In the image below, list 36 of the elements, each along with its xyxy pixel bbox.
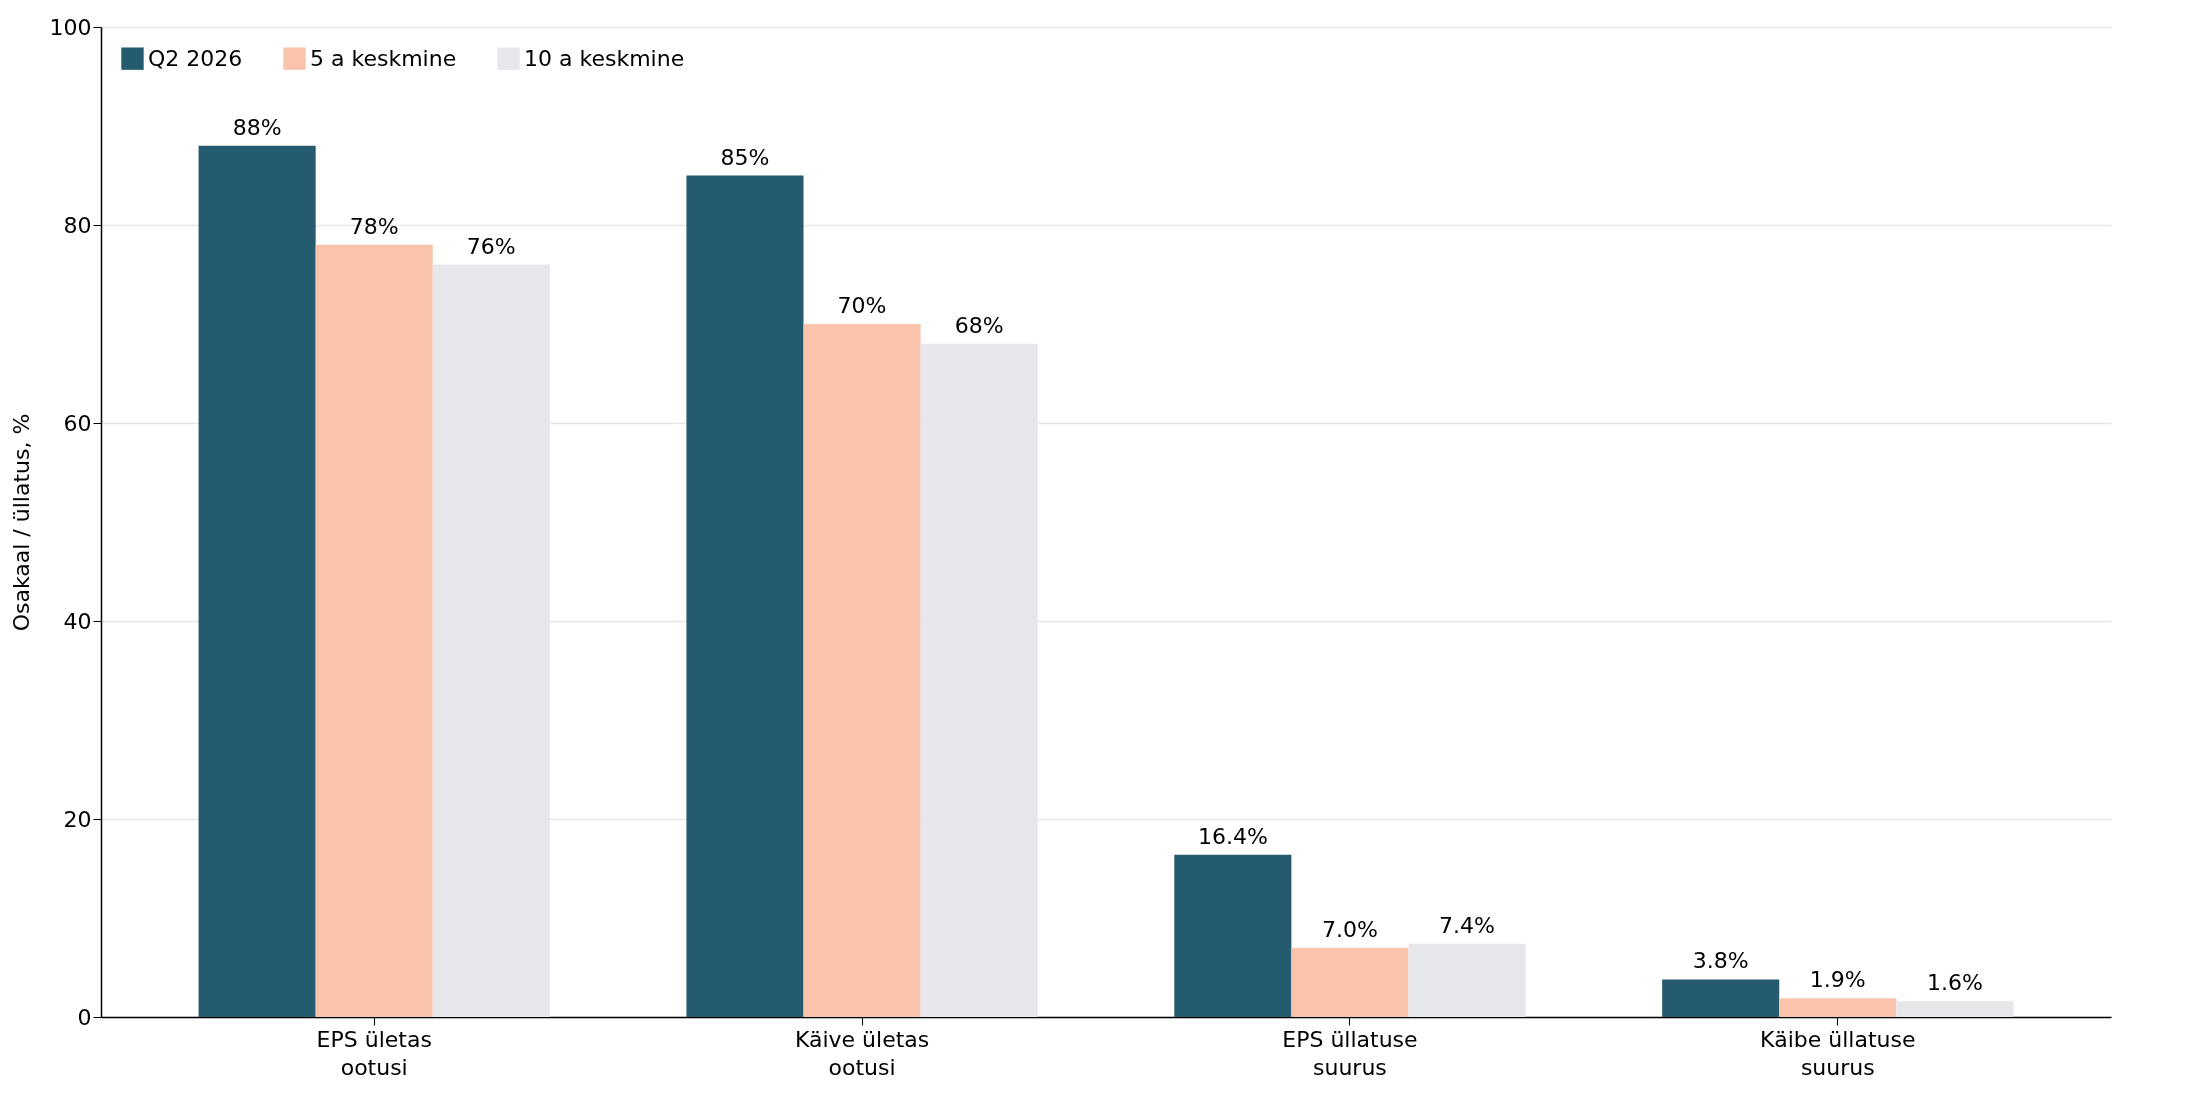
y-tick-label: 0	[77, 1004, 92, 1030]
y-axis-title: Osakaal / üllatus, %	[8, 413, 34, 632]
data-label: 1.6%	[1926, 970, 1983, 996]
legend-label: 5 a keskmine	[310, 45, 457, 71]
bar	[315, 244, 433, 1017]
y-tick-label: 60	[63, 410, 92, 436]
y-tick-label: 40	[63, 608, 92, 634]
data-label: 16.4%	[1197, 823, 1268, 849]
y-tick-label: 20	[63, 806, 92, 832]
y-tick-label: 100	[49, 14, 92, 40]
data-label: 70%	[837, 293, 887, 318]
data-label: 7.4%	[1439, 912, 1495, 938]
bar	[1662, 979, 1780, 1017]
bar	[1291, 947, 1409, 1017]
x-tick-label: EPS üllatuse suurus	[1282, 1026, 1418, 1080]
legend-label: 10 a keskmine	[524, 45, 685, 71]
bar	[686, 175, 804, 1017]
data-label: 88%	[232, 114, 282, 140]
x-tick-label: EPS ületas ootusi	[316, 1026, 432, 1080]
y-tick-label: 80	[63, 212, 92, 238]
bar	[803, 324, 921, 1017]
x-tick-label: Käibe üllatuse suurus	[1760, 1026, 1916, 1080]
bar	[1779, 998, 1897, 1017]
bar	[1408, 943, 1526, 1017]
bar	[198, 145, 316, 1017]
data-label: 68%	[954, 312, 1004, 338]
data-label: 7.0%	[1321, 916, 1378, 942]
data-label: 1.9%	[1809, 967, 1866, 993]
legend-label: Q2 2026	[148, 45, 243, 71]
data-label: 85%	[720, 144, 770, 170]
bar	[1896, 1001, 2014, 1017]
data-label: 76%	[466, 233, 516, 259]
bar	[1174, 854, 1292, 1017]
data-label: 3.8%	[1692, 948, 1749, 974]
data-label: 78%	[349, 213, 399, 239]
x-tick-label: Käive ületas ootusi	[794, 1026, 930, 1080]
